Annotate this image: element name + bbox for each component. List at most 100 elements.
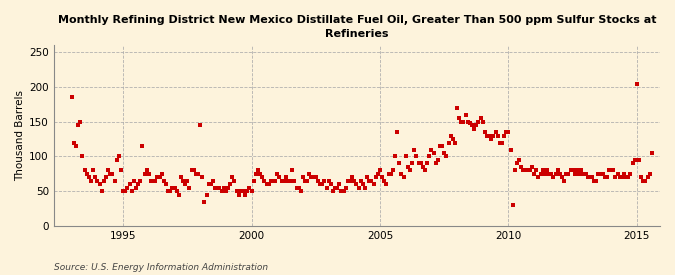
Point <box>332 186 343 190</box>
Point <box>212 186 223 190</box>
Point <box>171 189 182 193</box>
Point <box>205 182 216 186</box>
Point <box>135 178 146 183</box>
Point <box>539 172 550 176</box>
Point <box>492 133 503 138</box>
Point <box>148 178 159 183</box>
Point <box>443 140 454 145</box>
Point <box>338 189 349 193</box>
Point <box>105 172 115 176</box>
Point <box>267 178 278 183</box>
Point <box>289 178 300 183</box>
Point <box>420 168 431 172</box>
Point <box>283 178 294 183</box>
Point <box>184 186 195 190</box>
Point <box>246 189 257 193</box>
Point <box>221 189 232 193</box>
Point <box>159 178 169 183</box>
Point <box>71 144 82 148</box>
Point <box>165 189 176 193</box>
Point <box>381 182 392 186</box>
Point <box>435 144 446 148</box>
Point <box>252 168 263 172</box>
Point <box>122 186 133 190</box>
Point <box>362 175 373 180</box>
Point <box>430 161 441 166</box>
Point <box>597 172 608 176</box>
Point <box>462 120 473 124</box>
Point <box>385 172 396 176</box>
Point <box>216 189 227 193</box>
Point <box>84 175 95 180</box>
Point <box>126 189 137 193</box>
Point <box>73 123 84 127</box>
Point <box>225 182 236 186</box>
Point <box>280 175 291 180</box>
Point <box>389 154 400 159</box>
Point <box>210 186 221 190</box>
Point <box>448 137 458 141</box>
Point <box>377 175 387 180</box>
Point <box>229 178 240 183</box>
Point <box>563 172 574 176</box>
Point <box>623 175 634 180</box>
Point <box>546 172 557 176</box>
Point <box>321 186 332 190</box>
Point <box>524 168 535 172</box>
Point <box>197 175 208 180</box>
Point <box>595 172 606 176</box>
Point <box>133 182 144 186</box>
Point <box>88 168 99 172</box>
Point <box>327 189 338 193</box>
Point <box>195 123 206 127</box>
Point <box>486 137 497 141</box>
Point <box>325 182 336 186</box>
Point <box>75 120 86 124</box>
Point <box>366 178 377 183</box>
Point <box>471 123 482 127</box>
Point <box>141 168 152 172</box>
Point <box>522 168 533 172</box>
Point <box>593 172 603 176</box>
Point <box>274 175 285 180</box>
Point <box>99 178 109 183</box>
Point <box>398 175 409 180</box>
Point <box>452 106 462 110</box>
Point <box>585 175 595 180</box>
Point <box>90 175 101 180</box>
Point <box>587 175 597 180</box>
Point <box>240 192 250 197</box>
Point <box>190 172 201 176</box>
Point <box>130 186 141 190</box>
Point <box>501 130 512 134</box>
Point <box>319 178 330 183</box>
Point <box>304 172 315 176</box>
Point <box>479 130 490 134</box>
Point <box>477 120 488 124</box>
Point <box>349 178 360 183</box>
Point <box>92 178 103 183</box>
Point <box>167 186 178 190</box>
Point <box>632 81 643 86</box>
Point <box>285 178 296 183</box>
Point <box>178 178 188 183</box>
Point <box>86 178 97 183</box>
Point <box>535 172 546 176</box>
Point <box>526 165 537 169</box>
Point <box>355 178 366 183</box>
Point <box>371 175 381 180</box>
Point <box>375 168 385 172</box>
Point <box>424 154 435 159</box>
Point <box>580 172 591 176</box>
Point <box>278 178 289 183</box>
Point <box>291 186 302 190</box>
Point <box>550 172 561 176</box>
Point <box>373 172 383 176</box>
Point <box>310 175 321 180</box>
Point <box>276 178 287 183</box>
Point <box>520 168 531 172</box>
Point <box>510 168 520 172</box>
Point <box>232 189 242 193</box>
Point <box>353 186 364 190</box>
Point <box>647 151 657 155</box>
